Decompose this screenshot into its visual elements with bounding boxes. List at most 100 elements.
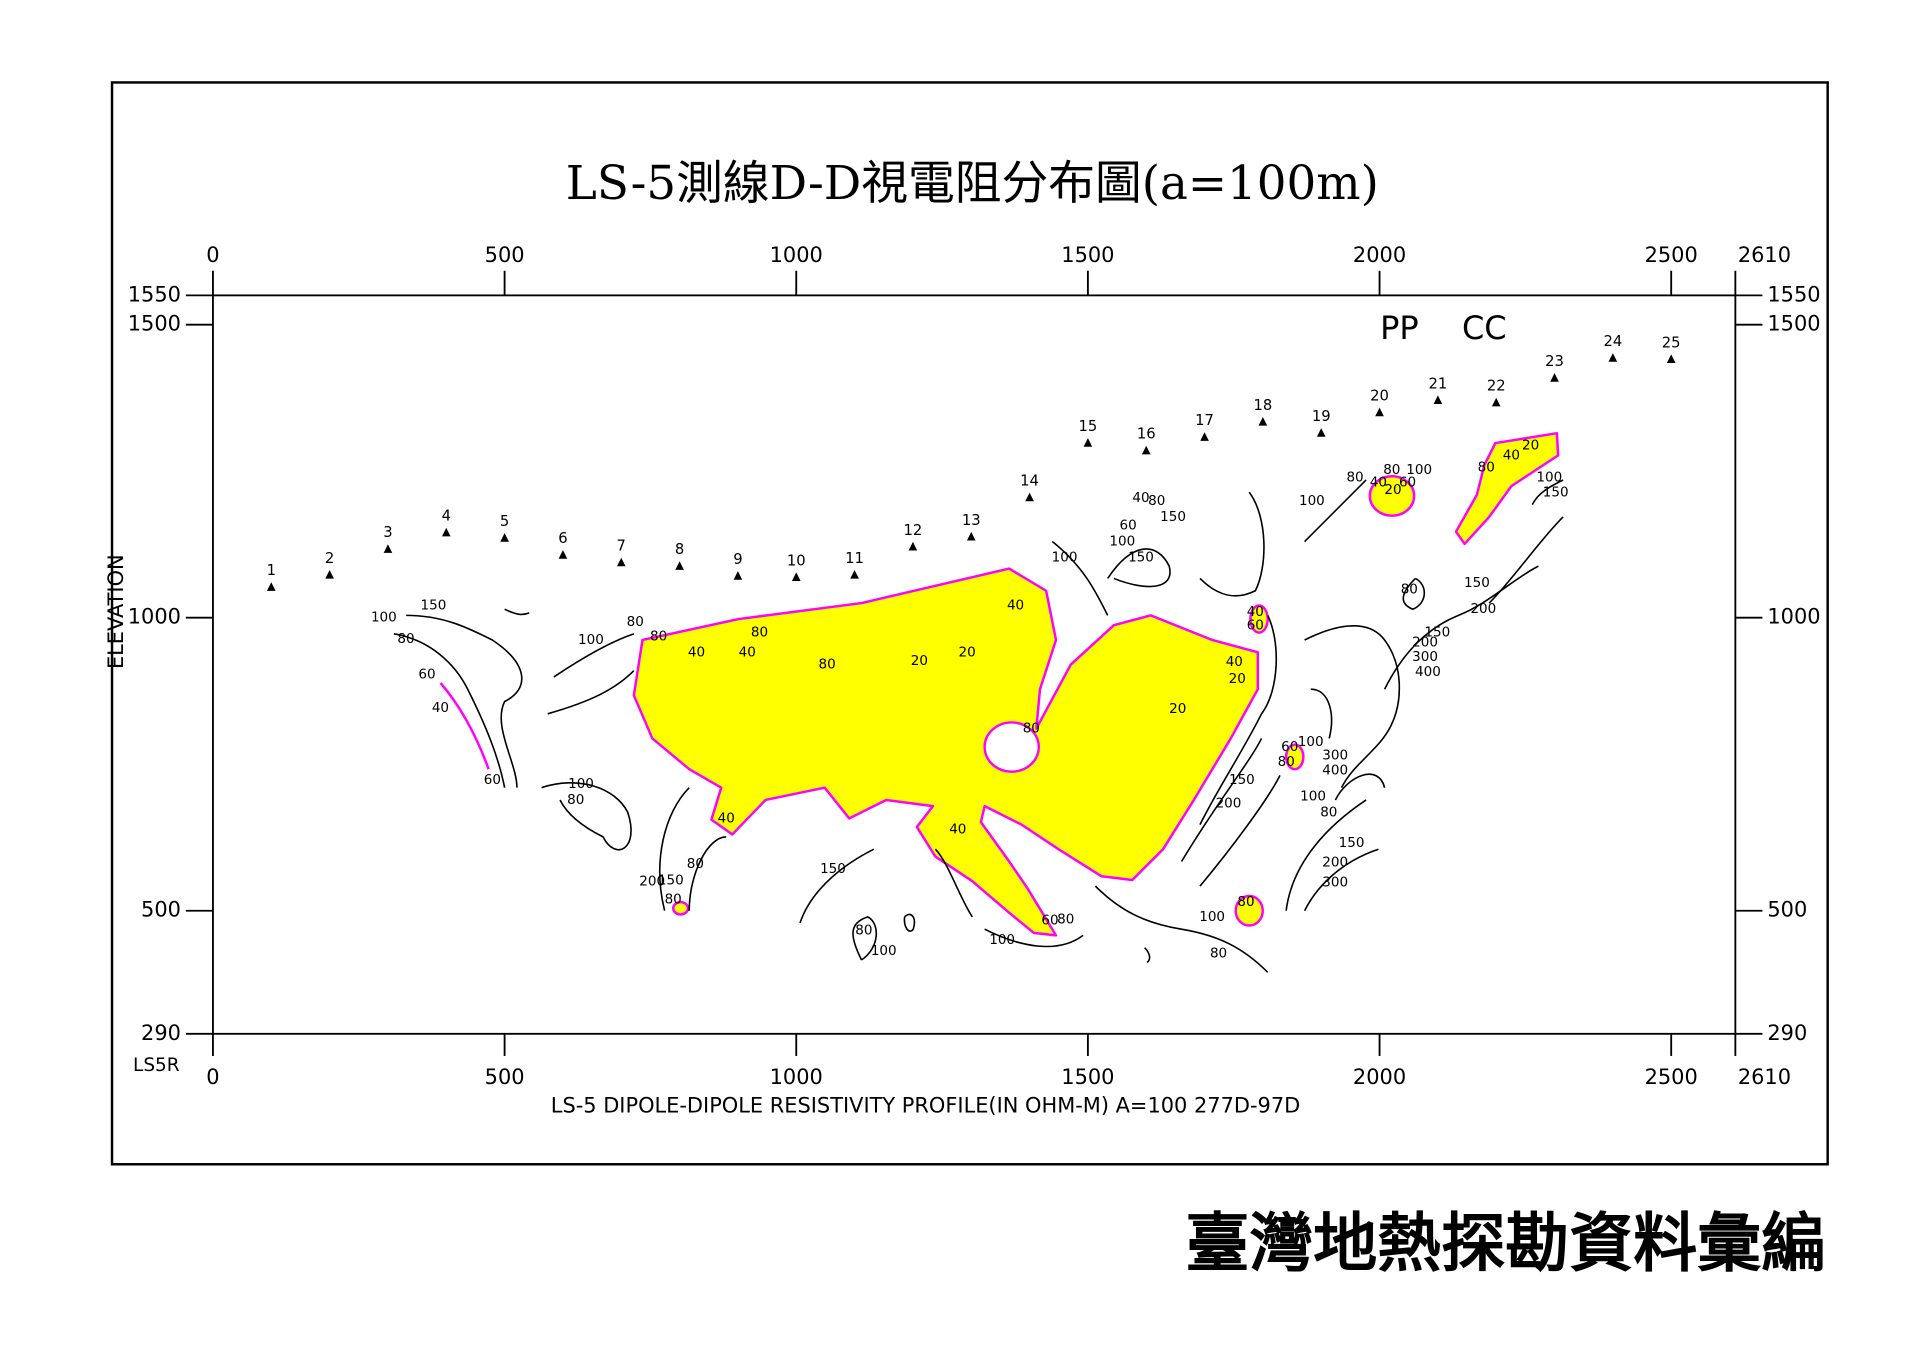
contour-label: 80: [819, 657, 836, 673]
station-label: 3: [383, 524, 392, 541]
contour-label: 300: [1322, 875, 1348, 891]
y-tick-label: 290: [1767, 1021, 1807, 1045]
contour-line: [1199, 491, 1265, 597]
station-marker: [1141, 445, 1151, 455]
x-axis-label: LS-5 DIPOLE-DIPOLE RESISTIVITY PROFILE(I…: [551, 1093, 1300, 1117]
contour-label: 60: [418, 667, 435, 683]
contour-label: 150: [421, 597, 447, 613]
low-zone: [1249, 604, 1269, 634]
contour-label: 200: [639, 873, 665, 889]
contour-label: 80: [1278, 754, 1295, 770]
contour-line: [1051, 540, 1171, 616]
x-tick-label: 2500: [1645, 1065, 1698, 1089]
contour-label: 200: [1322, 855, 1348, 871]
contour-label: 80: [687, 856, 704, 872]
station-marker: [616, 557, 626, 567]
station-marker: [850, 570, 859, 579]
contour-label: 80: [1148, 493, 1165, 509]
station-label: 8: [675, 541, 684, 558]
station-label: 19: [1312, 408, 1331, 425]
station-marker: [966, 531, 976, 541]
contour-line: [1285, 799, 1379, 912]
contour-label: 100: [1109, 534, 1135, 550]
station-marker: [500, 533, 509, 542]
contour-label: 400: [1415, 664, 1441, 680]
annotation: CC: [1462, 309, 1507, 347]
contour-line: [1094, 885, 1269, 973]
contour-line: [1304, 625, 1401, 789]
y-tick-label: 1550: [1767, 282, 1820, 306]
contour-label: 80: [1346, 470, 1363, 486]
contour-label: 150: [1424, 624, 1450, 640]
station-label: 5: [500, 513, 509, 530]
y-tick-label: 1000: [128, 605, 181, 629]
contour-line: [659, 787, 727, 911]
station-label: 12: [904, 522, 923, 539]
station-marker: [908, 541, 918, 551]
contour-line: [1144, 738, 1281, 964]
contour-label: 100: [871, 943, 897, 959]
contour-label: 80: [1057, 912, 1074, 928]
contour-line: [1531, 479, 1564, 505]
station-label: 18: [1253, 397, 1272, 414]
contour-label: 40: [1007, 597, 1024, 613]
x-tick-label: 2000: [1353, 1065, 1406, 1089]
station-marker: [325, 570, 334, 579]
y-tick-label: 1500: [1767, 312, 1820, 336]
frame: [110, 81, 1829, 1166]
station-label: 6: [558, 530, 567, 547]
contour-label: 100: [1199, 909, 1225, 925]
station-marker: [1200, 432, 1209, 441]
y-axis-label: ELEVATION: [104, 554, 128, 669]
station-marker: [441, 527, 451, 537]
station-label: 17: [1195, 412, 1214, 429]
contour-label: 100: [578, 632, 604, 648]
contour-label: 80: [1023, 720, 1040, 736]
contour-label: 60: [1281, 739, 1298, 755]
station-label: 14: [1020, 473, 1039, 490]
x-tick-label: 1500: [1061, 1065, 1114, 1089]
station-marker: [1316, 428, 1326, 437]
contour-label: 200: [1470, 601, 1496, 617]
contour-label: 150: [1128, 549, 1154, 565]
station-label: 4: [442, 508, 451, 525]
y-tick-label: 500: [141, 898, 181, 922]
station-marker: [675, 561, 684, 570]
contour-line: [504, 608, 530, 616]
contour-line: [547, 633, 635, 715]
contour-label: 100: [1052, 549, 1078, 565]
contour-label: 40: [718, 811, 735, 827]
y-tick-label: 290: [141, 1021, 181, 1045]
contour-label: 20: [959, 644, 976, 660]
contour-line: [541, 782, 632, 851]
x-tick-label: 2000: [1353, 243, 1406, 267]
contour-label: 80: [650, 628, 667, 644]
station-marker: [733, 571, 743, 580]
station-marker: [1550, 373, 1559, 382]
contour-label: 100: [989, 932, 1015, 948]
contour-label: 20: [1229, 671, 1246, 687]
contour-label: 80: [1401, 582, 1418, 598]
contour-label: 40: [1132, 490, 1149, 506]
station-marker: [1491, 397, 1501, 407]
contour-label: 400: [1322, 763, 1348, 779]
contour-label: 80: [751, 624, 768, 640]
contour-label: 80: [1237, 894, 1254, 910]
contour-label: 300: [1412, 649, 1438, 665]
contour-label: 100: [1299, 493, 1325, 509]
contour-label: 80: [567, 792, 584, 808]
x-tick-label: 2610: [1738, 243, 1791, 267]
contour-label: 80: [1383, 462, 1400, 478]
contour-label: 100: [1536, 470, 1562, 486]
low-zone: [632, 567, 1260, 937]
station-label: 10: [787, 552, 806, 569]
chart-title: LS-5測線D-D視電阻分布圖(a=100m): [566, 157, 1379, 211]
contour-line: [1383, 565, 1539, 690]
low-zone: [1234, 894, 1264, 927]
contour-label: 150: [1464, 575, 1490, 591]
contour-label: 20: [911, 653, 928, 669]
station-label: 23: [1545, 353, 1564, 370]
x-tick-label: 2500: [1645, 243, 1698, 267]
y-tick-label: 500: [1767, 898, 1807, 922]
